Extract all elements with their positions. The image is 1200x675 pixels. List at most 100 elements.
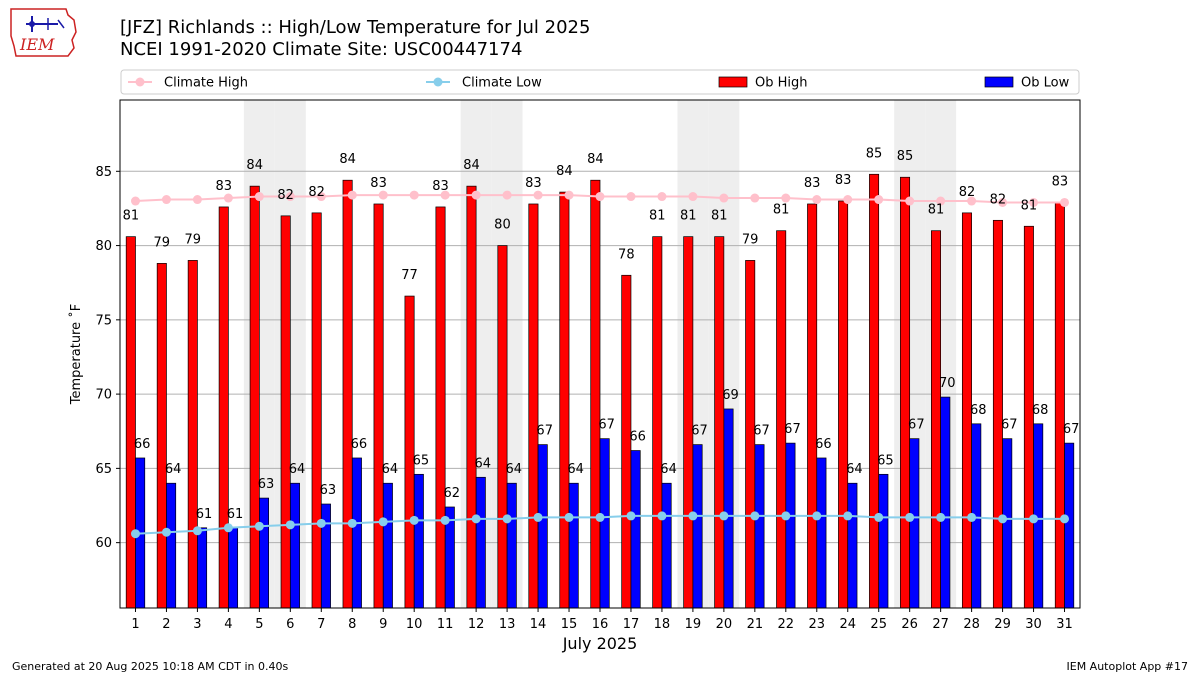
logo-text: IEM [19,35,55,54]
x-tick-label: 25 [870,617,887,632]
x-tick-label: 10 [406,617,423,632]
ob-low-bar [197,527,208,609]
x-tick-label: 5 [255,617,263,632]
legend-label: Ob High [755,76,808,91]
climate-low-point [223,523,233,533]
y-tick-label: 85 [95,165,112,180]
ob-low-bar [568,482,579,609]
ob-high-label: 81 [773,203,790,218]
climate-high-point [812,195,822,205]
climate-low-point [564,512,574,522]
x-tick-label: 12 [468,617,485,632]
ob-high-bar [156,263,167,609]
x-tick-label: 28 [963,617,980,632]
ob-high-label: 84 [246,158,263,173]
climate-high-point [1060,197,1070,207]
y-tick-label: 60 [95,536,112,551]
ob-high-label: 84 [339,152,356,167]
x-tick-label: 26 [901,617,918,632]
legend-ob-high: Ob High [718,76,808,91]
ob-high-label: 81 [123,209,140,224]
ob-low-label: 67 [1001,418,1018,433]
chart-subtitle: NCEI 1991-2020 Climate Site: USC00447174 [120,39,523,60]
ob-high-label: 83 [835,173,852,188]
ob-low-label: 68 [970,403,987,418]
ob-high-bar [714,236,725,609]
footer-generated-text: Generated at 20 Aug 2025 10:18 AM CDT in… [12,660,289,673]
ob-low-label: 64 [382,462,399,477]
climate-low-point [471,514,481,524]
ob-low-label: 67 [753,424,770,439]
ob-high-bar [311,212,322,609]
ob-high-bar [1054,202,1065,609]
ob-low-bar [537,444,548,609]
ob-high-label: 83 [804,176,821,191]
ob-low-bar [1064,442,1075,609]
climate-low-point [192,526,202,536]
ob-high-bar [683,236,694,609]
ob-low-bar [1002,438,1013,609]
legend-bar-swatch [718,76,748,88]
climate-low-point [781,511,791,521]
climate-high-point [626,192,636,202]
climate-low-point [905,512,915,522]
ob-high-label: 81 [711,209,728,224]
climate-low-point [409,515,419,525]
x-tick-label: 22 [778,617,795,632]
ob-high-label: 84 [556,164,573,179]
climate-high-point [750,193,760,203]
x-tick-label: 16 [592,617,609,632]
climate-high-point [409,190,419,200]
climate-high-point [223,193,233,203]
ob-high-bar [869,173,880,609]
ob-low-label: 67 [536,424,553,439]
ob-high-label: 82 [990,192,1007,207]
ob-low-label: 66 [815,437,832,452]
footer-app-text: IEM Autoplot App #17 [1066,660,1189,673]
climate-high-point [347,190,357,200]
climate-low-point [161,527,171,537]
ob-low-label: 64 [165,462,182,477]
ob-low-bar [723,408,734,609]
ob-high-label: 85 [897,149,914,164]
ob-low-bar [630,450,641,609]
ob-high-label: 79 [742,232,759,247]
legend-box [120,69,1080,95]
legend-climate-low: Climate Low [426,76,542,91]
climate-low-point [285,520,295,530]
climate-high-point [967,196,977,206]
ob-low-label: 64 [475,456,492,471]
ob-low-label: 67 [1063,422,1080,437]
climate-high-point [1029,197,1039,207]
x-axis-label: July 2025 [562,634,638,653]
ob-high-bar [435,206,446,609]
climate-low-point [1060,514,1070,524]
ob-high-bar [807,203,818,609]
climate-high-point [130,196,140,206]
ob-high-label: 81 [1021,198,1038,213]
ob-low-label: 64 [660,462,677,477]
x-tick-label: 13 [499,617,516,632]
ob-high-label: 83 [370,176,387,191]
climate-low-point [378,517,388,527]
ob-low-label: 65 [877,453,894,468]
x-tick-label: 15 [561,617,578,632]
climate-high-point [440,190,450,200]
climate-high-point [471,190,481,200]
climate-low-point [595,512,605,522]
ob-low-label: 63 [258,477,275,492]
ob-high-bar [559,191,570,609]
ob-high-label: 81 [928,203,945,218]
climate-low-point [440,515,450,525]
climate-high-point [285,192,295,202]
ob-high-label: 81 [680,209,697,224]
climate-low-point [626,511,636,521]
climate-low-point [688,511,698,521]
ob-high-bar [249,185,260,609]
ob-high-bar [992,219,1003,609]
ob-high-label: 83 [215,179,232,194]
ob-low-bar [228,527,239,609]
ob-low-label: 61 [196,507,213,522]
ob-high-label: 82 [308,185,325,200]
ob-low-bar [754,444,765,609]
